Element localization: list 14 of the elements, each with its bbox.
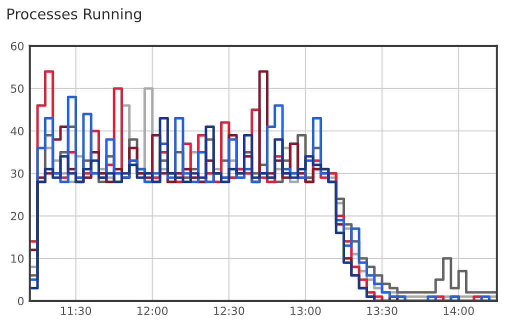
y-tick-label: 10	[11, 254, 24, 263]
x-tick-label: 13:30	[367, 306, 398, 316]
x-tick-label: 12:30	[214, 306, 244, 316]
x-tick-label: 13:00	[290, 306, 321, 316]
y-tick-label: 20	[10, 212, 24, 220]
x-tick-label: 14:00	[444, 306, 474, 316]
y-tick-label: 60	[10, 42, 24, 50]
x-tick-label: 12:00	[138, 306, 168, 316]
y-tick-label: 30	[11, 169, 24, 178]
y-tick-label: 50	[11, 84, 24, 93]
y-tick-label: 40	[10, 126, 24, 136]
y-tick-label: 0	[18, 296, 24, 306]
x-tick-label: 11:30	[61, 306, 92, 316]
chart-title: Processes Running	[8, 8, 142, 22]
